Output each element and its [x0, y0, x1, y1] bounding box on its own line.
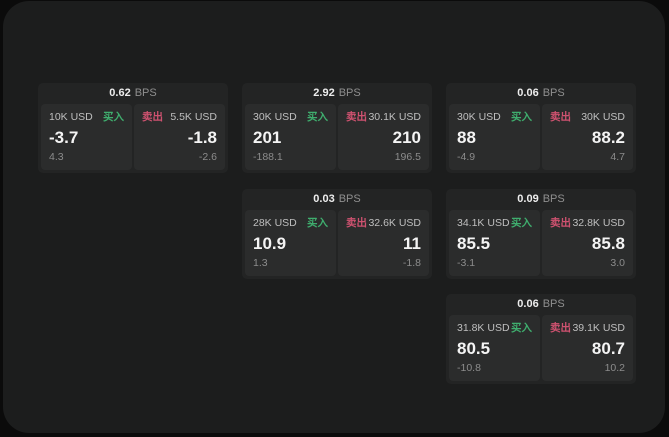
quote-card-3: 0.06 BPS 30K USD 买入 88 -4.9 卖出 30K USD: [446, 83, 636, 173]
sell-tag: 卖出: [346, 111, 367, 123]
buy-size-label: 10K USD: [49, 111, 93, 123]
bps-value: 0.62: [109, 87, 131, 99]
sell-tag: 卖出: [346, 217, 367, 229]
quote-card-4: 0.03 BPS 28K USD 买入 10.9 1.3 卖出 32.6K US…: [242, 189, 432, 279]
sell-price: 80.7: [591, 339, 625, 358]
sell-price: -1.8: [187, 128, 217, 147]
buy-price: 201: [253, 128, 282, 147]
buy-quote-tile[interactable]: 10K USD 买入 -3.7 4.3: [41, 104, 132, 170]
buy-sub-value: -4.9: [457, 151, 476, 163]
sell-quote-tile[interactable]: 卖出 39.1K USD 80.7 10.2: [542, 315, 633, 381]
card-header: 0.09 BPS: [449, 189, 633, 210]
card-body: 30K USD 买入 201 -188.1 卖出 30.1K USD 210 1…: [245, 104, 429, 170]
sell-sub-value: 196.5: [394, 151, 421, 163]
bps-unit-label: BPS: [542, 193, 565, 205]
sell-sub-value: 3.0: [610, 257, 625, 269]
sell-size-label: 32.6K USD: [368, 217, 421, 229]
buy-tag: 买入: [511, 322, 532, 334]
sell-sub-value: 4.7: [610, 151, 625, 163]
bps-unit-label: BPS: [338, 193, 361, 205]
buy-quote-tile[interactable]: 28K USD 买入 10.9 1.3: [245, 210, 336, 276]
sell-tag: 卖出: [142, 111, 163, 123]
card-body: 28K USD 买入 10.9 1.3 卖出 32.6K USD 11 -1.8: [245, 210, 429, 276]
buy-price: 85.5: [457, 234, 491, 253]
buy-sub-value: 1.3: [253, 257, 268, 269]
sell-quote-tile[interactable]: 卖出 30K USD 88.2 4.7: [542, 104, 633, 170]
sell-size-label: 30.1K USD: [368, 111, 421, 123]
buy-size-label: 31.8K USD: [457, 322, 510, 334]
card-body: 30K USD 买入 88 -4.9 卖出 30K USD 88.2 4.7: [449, 104, 633, 170]
buy-tag: 买入: [307, 111, 328, 123]
card-body: 31.8K USD 买入 80.5 -10.8 卖出 39.1K USD 80.…: [449, 315, 633, 381]
sell-size-label: 5.5K USD: [170, 111, 217, 123]
buy-price: 10.9: [253, 234, 287, 253]
buy-price: 80.5: [457, 339, 491, 358]
buy-size-label: 30K USD: [253, 111, 297, 123]
bps-value: 2.92: [313, 87, 335, 99]
sell-price: 210: [392, 128, 421, 147]
quote-card-5: 0.09 BPS 34.1K USD 买入 85.5 -3.1 卖出 32.8K…: [446, 189, 636, 279]
buy-sub-value: 4.3: [49, 151, 64, 163]
quote-card-1: 0.62 BPS 10K USD 买入 -3.7 4.3 卖出 5.5K USD: [38, 83, 228, 173]
sell-sub-value: -1.8: [402, 257, 421, 269]
sell-tag: 卖出: [550, 111, 571, 123]
sell-quote-tile[interactable]: 卖出 32.6K USD 11 -1.8: [338, 210, 429, 276]
bps-unit-label: BPS: [338, 87, 361, 99]
card-body: 34.1K USD 买入 85.5 -3.1 卖出 32.8K USD 85.8…: [449, 210, 633, 276]
card-header: 2.92 BPS: [245, 83, 429, 104]
sell-price: 88.2: [591, 128, 625, 147]
sell-quote-tile[interactable]: 卖出 32.8K USD 85.8 3.0: [542, 210, 633, 276]
bps-unit-label: BPS: [134, 87, 157, 99]
buy-quote-tile[interactable]: 30K USD 买入 88 -4.9: [449, 104, 540, 170]
buy-price: 88: [457, 128, 476, 147]
bps-value: 0.09: [517, 193, 539, 205]
bps-unit-label: BPS: [542, 298, 565, 310]
bps-value: 0.06: [517, 87, 539, 99]
buy-quote-tile[interactable]: 34.1K USD 买入 85.5 -3.1: [449, 210, 540, 276]
sell-size-label: 32.8K USD: [572, 217, 625, 229]
sell-sub-value: 10.2: [604, 362, 625, 374]
buy-price: -3.7: [49, 128, 79, 147]
bps-value: 0.03: [313, 193, 335, 205]
buy-tag: 买入: [307, 217, 328, 229]
buy-tag: 买入: [103, 111, 124, 123]
dashboard-panel: 0.62 BPS 10K USD 买入 -3.7 4.3 卖出 5.5K USD: [3, 1, 665, 433]
quote-card-6: 0.06 BPS 31.8K USD 买入 80.5 -10.8 卖出 39.1…: [446, 294, 636, 384]
card-header: 0.62 BPS: [41, 83, 225, 104]
card-header: 0.06 BPS: [449, 294, 633, 315]
buy-tag: 买入: [511, 217, 532, 229]
buy-sub-value: -10.8: [457, 362, 481, 374]
sell-sub-value: -2.6: [198, 151, 217, 163]
sell-quote-tile[interactable]: 卖出 30.1K USD 210 196.5: [338, 104, 429, 170]
quote-card-2: 2.92 BPS 30K USD 买入 201 -188.1 卖出 30.1K …: [242, 83, 432, 173]
buy-sub-value: -188.1: [253, 151, 283, 163]
sell-quote-tile[interactable]: 卖出 5.5K USD -1.8 -2.6: [134, 104, 225, 170]
sell-size-label: 39.1K USD: [572, 322, 625, 334]
buy-size-label: 30K USD: [457, 111, 501, 123]
bps-value: 0.06: [517, 298, 539, 310]
card-header: 0.06 BPS: [449, 83, 633, 104]
buy-size-label: 34.1K USD: [457, 217, 510, 229]
sell-tag: 卖出: [550, 217, 571, 229]
sell-size-label: 30K USD: [581, 111, 625, 123]
buy-tag: 买入: [511, 111, 532, 123]
sell-price: 85.8: [591, 234, 625, 253]
buy-quote-tile[interactable]: 31.8K USD 买入 80.5 -10.8: [449, 315, 540, 381]
sell-tag: 卖出: [550, 322, 571, 334]
sell-price: 11: [403, 234, 421, 253]
card-header: 0.03 BPS: [245, 189, 429, 210]
bps-unit-label: BPS: [542, 87, 565, 99]
buy-sub-value: -3.1: [457, 257, 476, 269]
card-body: 10K USD 买入 -3.7 4.3 卖出 5.5K USD -1.8 -2.…: [41, 104, 225, 170]
buy-size-label: 28K USD: [253, 217, 297, 229]
buy-quote-tile[interactable]: 30K USD 买入 201 -188.1: [245, 104, 336, 170]
